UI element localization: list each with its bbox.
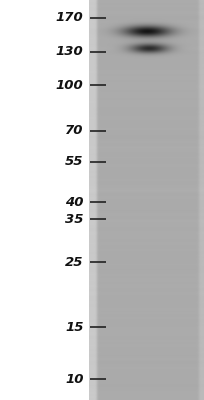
- Text: 70: 70: [65, 124, 84, 137]
- Text: 170: 170: [56, 11, 84, 24]
- Text: 130: 130: [56, 45, 84, 58]
- Text: 35: 35: [65, 213, 84, 226]
- Text: 40: 40: [65, 196, 84, 209]
- Text: 15: 15: [65, 321, 84, 334]
- Text: 10: 10: [65, 373, 84, 386]
- Text: 25: 25: [65, 256, 84, 269]
- Text: 55: 55: [65, 155, 84, 168]
- Text: 100: 100: [56, 79, 84, 92]
